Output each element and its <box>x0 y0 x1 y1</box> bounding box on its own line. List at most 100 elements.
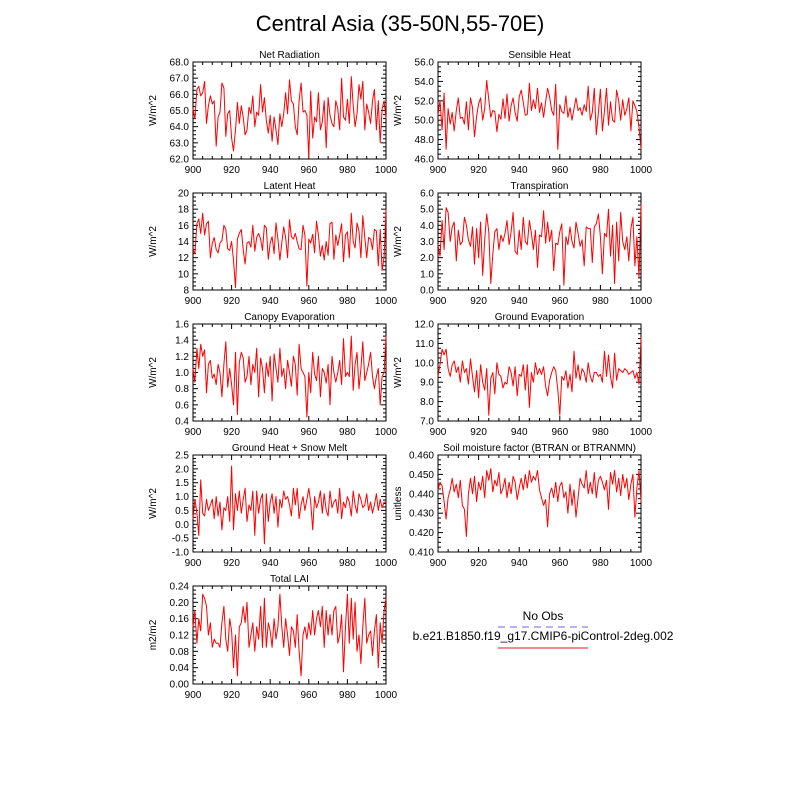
panel-title: Ground Heat + Snow Melt <box>232 443 348 454</box>
series-line-0 <box>192 335 387 418</box>
y-tick-label: 66.0 <box>170 90 190 101</box>
legend-label-no-obs: No Obs <box>523 609 564 623</box>
x-tick-label: 960 <box>551 296 568 307</box>
plot-frame <box>437 454 642 553</box>
panel-title: Ground Evaporation <box>495 312 585 323</box>
x-tick-label: 960 <box>300 690 317 701</box>
x-tick-label: 1000 <box>375 165 398 176</box>
series-line-0 <box>192 465 386 545</box>
legend-label-model: b.e21.B1850.f19_g17.CMIP6-piControl-2deg… <box>413 629 674 643</box>
series-line-0 <box>437 204 642 286</box>
y-axis-label: W/m^2 <box>393 95 404 126</box>
x-tick-label: 900 <box>430 296 447 307</box>
y-tick-label: 0.410 <box>409 548 434 559</box>
y-tick-label: 65.0 <box>170 106 190 117</box>
y-tick-label: 0.0 <box>175 520 189 531</box>
panel-title: Total LAI <box>270 574 309 585</box>
y-tick-label: 67.0 <box>170 74 190 85</box>
panel-2: Latent Heat W/m^2 900 920 940 960 980 1000 8 10 12… <box>148 181 398 307</box>
y-tick-label: 1.2 <box>175 352 189 363</box>
y-tick-label: 5.0 <box>420 205 434 216</box>
y-tick-label: 1.6 <box>175 320 189 331</box>
y-tick-label: 64.0 <box>170 122 190 133</box>
x-tick-label: 980 <box>339 690 356 701</box>
y-axis-label: unitless <box>393 487 404 521</box>
y-tick-label: 62.0 <box>170 155 190 166</box>
x-tick-label: 1000 <box>375 296 398 307</box>
x-tick-label: 980 <box>339 558 356 569</box>
figure-title: Central Asia (35-50N,55-70E) <box>256 11 545 36</box>
x-tick-label: 940 <box>262 690 279 701</box>
y-tick-label: 12 <box>178 253 190 264</box>
plot-frame <box>192 192 387 291</box>
x-tick-label: 900 <box>185 427 202 438</box>
y-axis-label: W/m^2 <box>393 226 404 257</box>
x-tick-label: 960 <box>551 165 568 176</box>
y-tick-label: 0.440 <box>409 489 434 500</box>
x-tick-label: 920 <box>223 427 240 438</box>
y-tick-label: 0.0 <box>420 286 434 297</box>
panel-3: Transpiration W/m^2 900 920 940 960 980 1000 0.0… <box>393 181 653 307</box>
x-tick-label: 1000 <box>630 296 653 307</box>
y-tick-label: 12.0 <box>415 320 435 331</box>
y-tick-label: 63.0 <box>170 138 190 149</box>
series-line-0 <box>192 593 387 677</box>
y-tick-label: 1.5 <box>175 478 189 489</box>
y-axis-label: m2/m2 <box>148 619 159 650</box>
x-tick-label: 980 <box>592 165 609 176</box>
x-tick-label: 920 <box>223 558 240 569</box>
y-tick-label: 2.0 <box>175 464 189 475</box>
x-tick-label: 900 <box>185 690 202 701</box>
x-tick-label: 920 <box>223 296 240 307</box>
y-tick-label: 10 <box>178 269 190 280</box>
y-tick-label: 3.0 <box>420 237 434 248</box>
y-tick-label: 0.12 <box>170 631 190 642</box>
x-tick-label: 920 <box>223 690 240 701</box>
x-tick-label: 1000 <box>630 165 653 176</box>
y-tick-label: -1.0 <box>172 548 190 559</box>
y-tick-label: 0.24 <box>170 582 190 593</box>
y-tick-label: 0.00 <box>170 680 190 691</box>
x-tick-label: 940 <box>262 427 279 438</box>
x-tick-label: 940 <box>511 427 528 438</box>
y-tick-label: 0.450 <box>409 470 434 481</box>
series-line-0 <box>437 337 642 416</box>
x-tick-label: 940 <box>511 558 528 569</box>
x-tick-label: 920 <box>470 558 487 569</box>
plot-frame <box>192 585 387 685</box>
y-tick-label: 8.0 <box>420 397 434 408</box>
y-axis-label: W/m^2 <box>148 226 159 257</box>
y-tick-label: 0.20 <box>170 598 190 609</box>
panels: Net Radiation W/m^2 900 920 940 960 980 1000 62.… <box>148 50 653 701</box>
x-tick-label: 900 <box>430 558 447 569</box>
panel-title: Transpiration <box>511 181 569 192</box>
y-tick-label: 48.0 <box>415 135 435 146</box>
x-tick-label: 920 <box>223 165 240 176</box>
y-tick-label: 0.6 <box>175 400 189 411</box>
series-line-0 <box>437 468 642 537</box>
x-tick-label: 900 <box>185 296 202 307</box>
y-tick-label: 50.0 <box>415 116 435 127</box>
y-tick-label: 2.5 <box>175 451 189 462</box>
y-tick-label: 18 <box>178 205 190 216</box>
y-tick-label: 56.0 <box>415 58 435 69</box>
y-tick-label: 68.0 <box>170 58 190 69</box>
y-tick-label: 20 <box>178 189 190 200</box>
y-tick-label: 10.0 <box>415 358 435 369</box>
y-tick-label: 14 <box>178 237 190 248</box>
y-tick-label: 1.0 <box>175 492 189 503</box>
y-tick-label: 0.420 <box>409 528 434 539</box>
x-tick-label: 920 <box>470 427 487 438</box>
panel-title: Net Radiation <box>259 50 320 61</box>
x-tick-label: 980 <box>592 427 609 438</box>
panel-title: Soil moisture factor (BTRAN or BTRANMN) <box>443 443 636 454</box>
x-tick-label: 940 <box>262 165 279 176</box>
x-tick-label: 920 <box>470 165 487 176</box>
series-line-0 <box>192 209 387 289</box>
y-tick-label: 0.04 <box>170 663 190 674</box>
y-tick-label: 1.0 <box>175 368 189 379</box>
x-tick-label: 940 <box>511 296 528 307</box>
x-tick-label: 1000 <box>630 558 653 569</box>
y-tick-label: 0.08 <box>170 647 190 658</box>
y-tick-label: 2.0 <box>420 253 434 264</box>
